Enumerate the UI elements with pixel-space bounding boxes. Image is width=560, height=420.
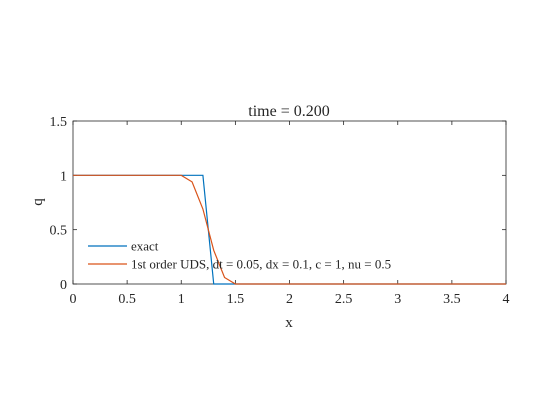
- series-line-2: [73, 174, 506, 285]
- legend-entry-1: exact: [131, 239, 159, 254]
- x-tick-label: 1: [178, 292, 185, 307]
- x-tick-label: 1.5: [227, 292, 245, 307]
- x-axis-label: x: [285, 315, 293, 331]
- x-tick-label: 4: [503, 292, 510, 307]
- y-tick-label: 0: [60, 278, 67, 293]
- x-tick-label: 0: [70, 292, 77, 307]
- x-tick-label: 2: [286, 292, 293, 307]
- legend: exact 1st order UDS, dt = 0.05, dx = 0.1,…: [88, 239, 391, 272]
- y-axis-label: q: [30, 198, 46, 206]
- plot-area: 0 0.5 1 1.5 2 2.5 3 3.5 4 0 0.5 1 1.5: [50, 115, 510, 307]
- y-tick-label: 1: [60, 169, 67, 184]
- x-tick-label: 2.5: [335, 292, 353, 307]
- chart-title: time = 0.200: [248, 103, 329, 120]
- legend-entry-2: 1st order UDS, dt = 0.05, dx = 0.1, c = …: [131, 257, 391, 272]
- axes-box: [72, 120, 507, 285]
- y-tick-label: 1.5: [50, 115, 68, 130]
- x-tick-label: 3: [394, 292, 401, 307]
- x-tick-label: 0.5: [118, 292, 136, 307]
- y-tick-label: 0.5: [50, 224, 68, 239]
- x-tick-label: 3.5: [443, 292, 461, 307]
